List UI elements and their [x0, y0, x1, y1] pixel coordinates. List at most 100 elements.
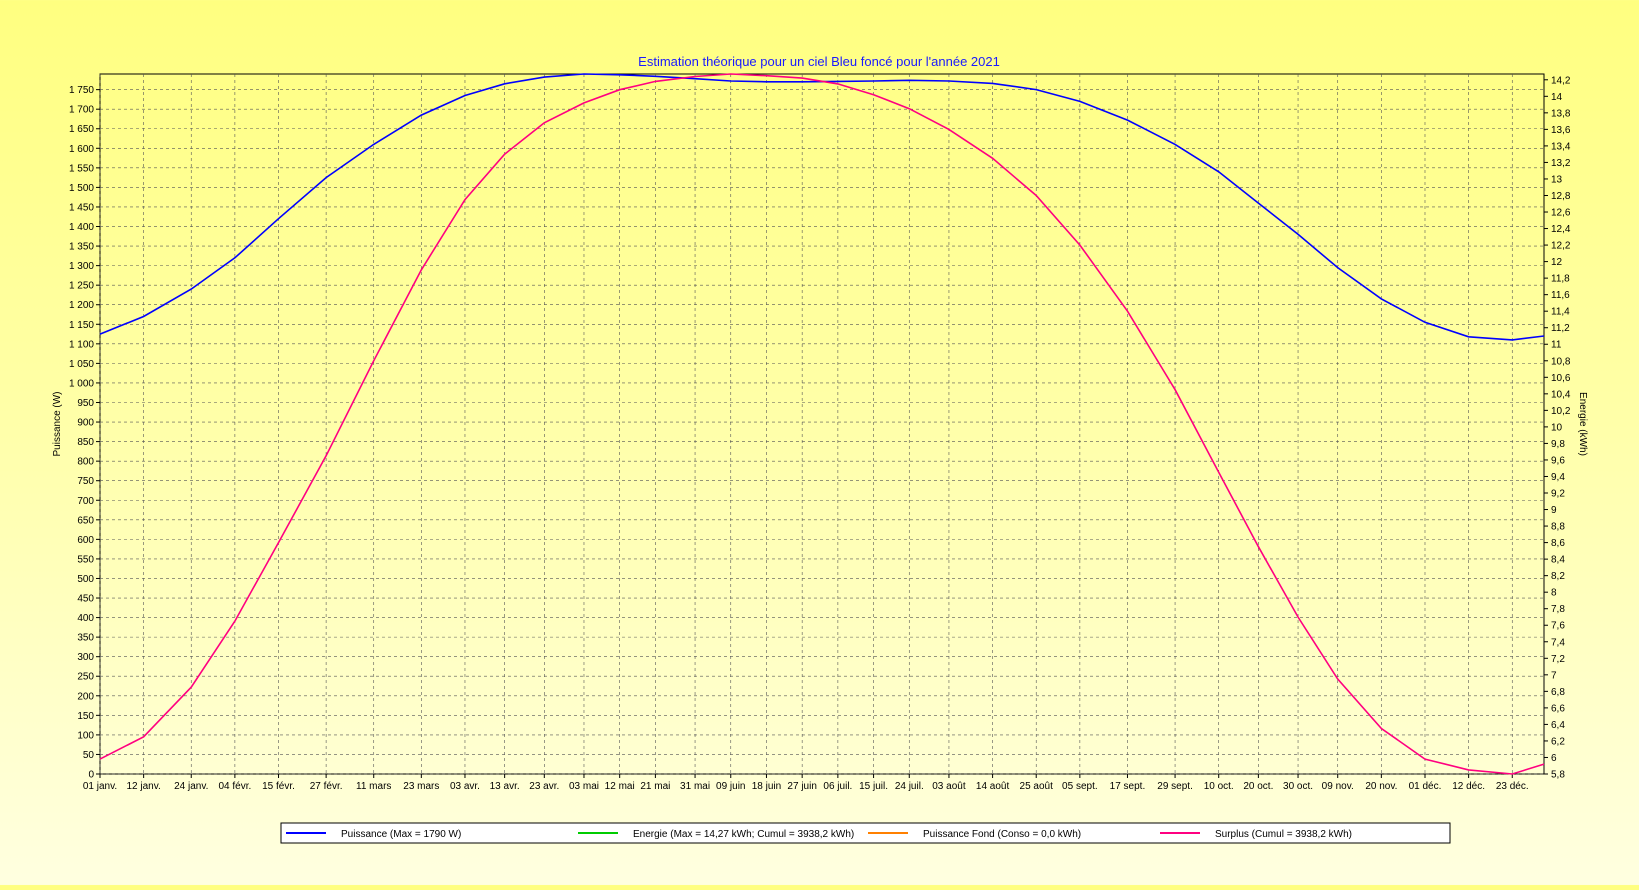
legend-box: [280, 822, 1451, 844]
left-tick-label: 150: [77, 711, 94, 722]
left-tick-label: 1 300: [69, 261, 94, 272]
x-tick-label: 03 mai: [569, 781, 599, 792]
left-tick-label: 900: [77, 418, 94, 429]
left-tick-label: 700: [77, 496, 94, 507]
left-tick-label: 1 150: [69, 320, 94, 331]
right-tick-label: 6,8: [1551, 687, 1565, 698]
left-tick-label: 200: [77, 691, 94, 702]
x-tick-label: 12 déc.: [1452, 781, 1485, 792]
left-tick-label: 850: [77, 437, 94, 448]
right-tick-label: 11,6: [1551, 290, 1570, 301]
x-tick-label: 27 juin: [787, 781, 816, 792]
right-tick-label: 14,2: [1551, 75, 1571, 86]
left-tick-label: 1 100: [69, 339, 94, 350]
x-tick-label: 24 juil.: [895, 781, 924, 792]
left-tick-label: 400: [77, 613, 94, 624]
chart-title: Estimation théorique pour un ciel Bleu f…: [638, 54, 1000, 69]
x-tick-label: 13 avr.: [490, 781, 520, 792]
left-tick-label: 750: [77, 476, 94, 487]
right-tick-label: 12,2: [1551, 241, 1571, 252]
left-tick-label: 1 550: [69, 163, 94, 174]
left-tick-label: 250: [77, 672, 94, 683]
x-tick-label: 14 août: [976, 781, 1010, 792]
x-tick-label: 05 sept.: [1062, 781, 1098, 792]
x-tick-label: 31 mai: [680, 781, 710, 792]
left-tick-label: 0: [88, 770, 94, 781]
x-tick-label: 17 sept.: [1110, 781, 1146, 792]
right-tick-label: 5,8: [1551, 770, 1565, 781]
x-axis-ticks: 01 janv. 12 janv. 24 janv. 04 févr. 15 févr.…: [83, 774, 1529, 792]
right-tick-label: 7,4: [1551, 637, 1565, 648]
right-axis-ticks: 5,8 6 6,2 6,4 6,6 6,8 7 7,2 7,4 7,6 7,8 8 8,2 8,4 8,6 8…: [1544, 75, 1571, 781]
left-tick-label: 1 050: [69, 359, 94, 370]
right-tick-label: 8,4: [1551, 555, 1565, 566]
right-tick-label: 13,6: [1551, 125, 1571, 136]
x-tick-label: 11 mars: [356, 781, 391, 792]
x-tick-label: 04 févr.: [218, 781, 251, 792]
right-tick-label: 7,6: [1551, 621, 1565, 632]
legend-label: Surplus (Cumul = 3938,2 kWh): [1215, 829, 1352, 840]
right-tick-label: 12: [1551, 257, 1563, 268]
x-tick-label: 18 juin: [752, 781, 781, 792]
series-line-3: [99, 73, 1545, 775]
left-tick-label: 600: [77, 535, 94, 546]
right-tick-label: 7,8: [1551, 604, 1565, 615]
left-tick-label: 550: [77, 554, 94, 565]
right-tick-label: 6,4: [1551, 720, 1565, 731]
legend-label: Energie (Max = 14,27 kWh; Cumul = 3938,2…: [633, 829, 854, 840]
x-tick-label: 20 nov.: [1365, 781, 1397, 792]
right-tick-label: 13,8: [1551, 108, 1571, 119]
grid-lines: [99, 74, 1544, 775]
right-tick-label: 9,4: [1551, 472, 1565, 483]
legend-items: Puissance (Max = 1790 W) Energie (Max = 1…: [286, 829, 1352, 840]
left-tick-label: 650: [77, 515, 94, 526]
right-tick-label: 13,2: [1551, 158, 1571, 169]
right-tick-label: 13: [1551, 174, 1563, 185]
right-tick-label: 6,2: [1551, 736, 1565, 747]
right-tick-label: 12,8: [1551, 191, 1571, 202]
x-tick-label: 27 févr.: [310, 781, 343, 792]
right-tick-label: 6: [1551, 753, 1557, 764]
right-tick-label: 11: [1551, 340, 1562, 351]
left-tick-label: 1 200: [69, 300, 94, 311]
left-tick-label: 1 000: [69, 378, 94, 389]
left-tick-label: 1 350: [69, 242, 94, 253]
x-tick-label: 10 oct.: [1204, 781, 1234, 792]
left-tick-label: 1 600: [69, 144, 94, 155]
x-tick-label: 03 avr.: [450, 781, 480, 792]
x-tick-label: 09 nov.: [1322, 781, 1354, 792]
x-tick-label: 23 déc.: [1496, 781, 1529, 792]
left-tick-label: 500: [77, 574, 94, 585]
legend-label: Puissance (Max = 1790 W): [341, 829, 461, 840]
left-tick-label: 100: [77, 730, 94, 741]
x-tick-label: 12 mai: [605, 781, 635, 792]
right-tick-label: 14: [1551, 92, 1563, 103]
right-tick-label: 10,2: [1551, 406, 1571, 417]
right-tick-label: 10,8: [1551, 356, 1571, 367]
left-tick-label: 1 450: [69, 202, 94, 213]
legend-label: Puissance Fond (Conso = 0,0 kWh): [923, 829, 1081, 840]
right-tick-label: 12,4: [1551, 224, 1571, 235]
right-tick-label: 9: [1551, 505, 1557, 516]
left-tick-label: 350: [77, 633, 94, 644]
left-tick-label: 300: [77, 652, 94, 663]
x-tick-label: 30 oct.: [1283, 781, 1313, 792]
left-tick-label: 1 500: [69, 183, 94, 194]
right-tick-label: 6,6: [1551, 703, 1565, 714]
left-tick-label: 1 400: [69, 222, 94, 233]
right-tick-label: 11,2: [1551, 323, 1570, 334]
right-tick-label: 9,2: [1551, 489, 1565, 500]
x-tick-label: 01 déc.: [1409, 781, 1442, 792]
x-tick-label: 25 août: [1020, 781, 1054, 792]
x-tick-label: 06 juil.: [823, 781, 852, 792]
right-tick-label: 12,6: [1551, 208, 1571, 219]
right-tick-label: 8,8: [1551, 522, 1565, 533]
right-tick-label: 9,8: [1551, 439, 1565, 450]
left-tick-label: 950: [77, 398, 94, 409]
x-tick-label: 20 oct.: [1243, 781, 1273, 792]
right-tick-label: 9,6: [1551, 455, 1565, 466]
left-tick-label: 450: [77, 594, 94, 605]
x-tick-label: 12 janv.: [126, 781, 160, 792]
right-tick-label: 8,6: [1551, 538, 1565, 549]
